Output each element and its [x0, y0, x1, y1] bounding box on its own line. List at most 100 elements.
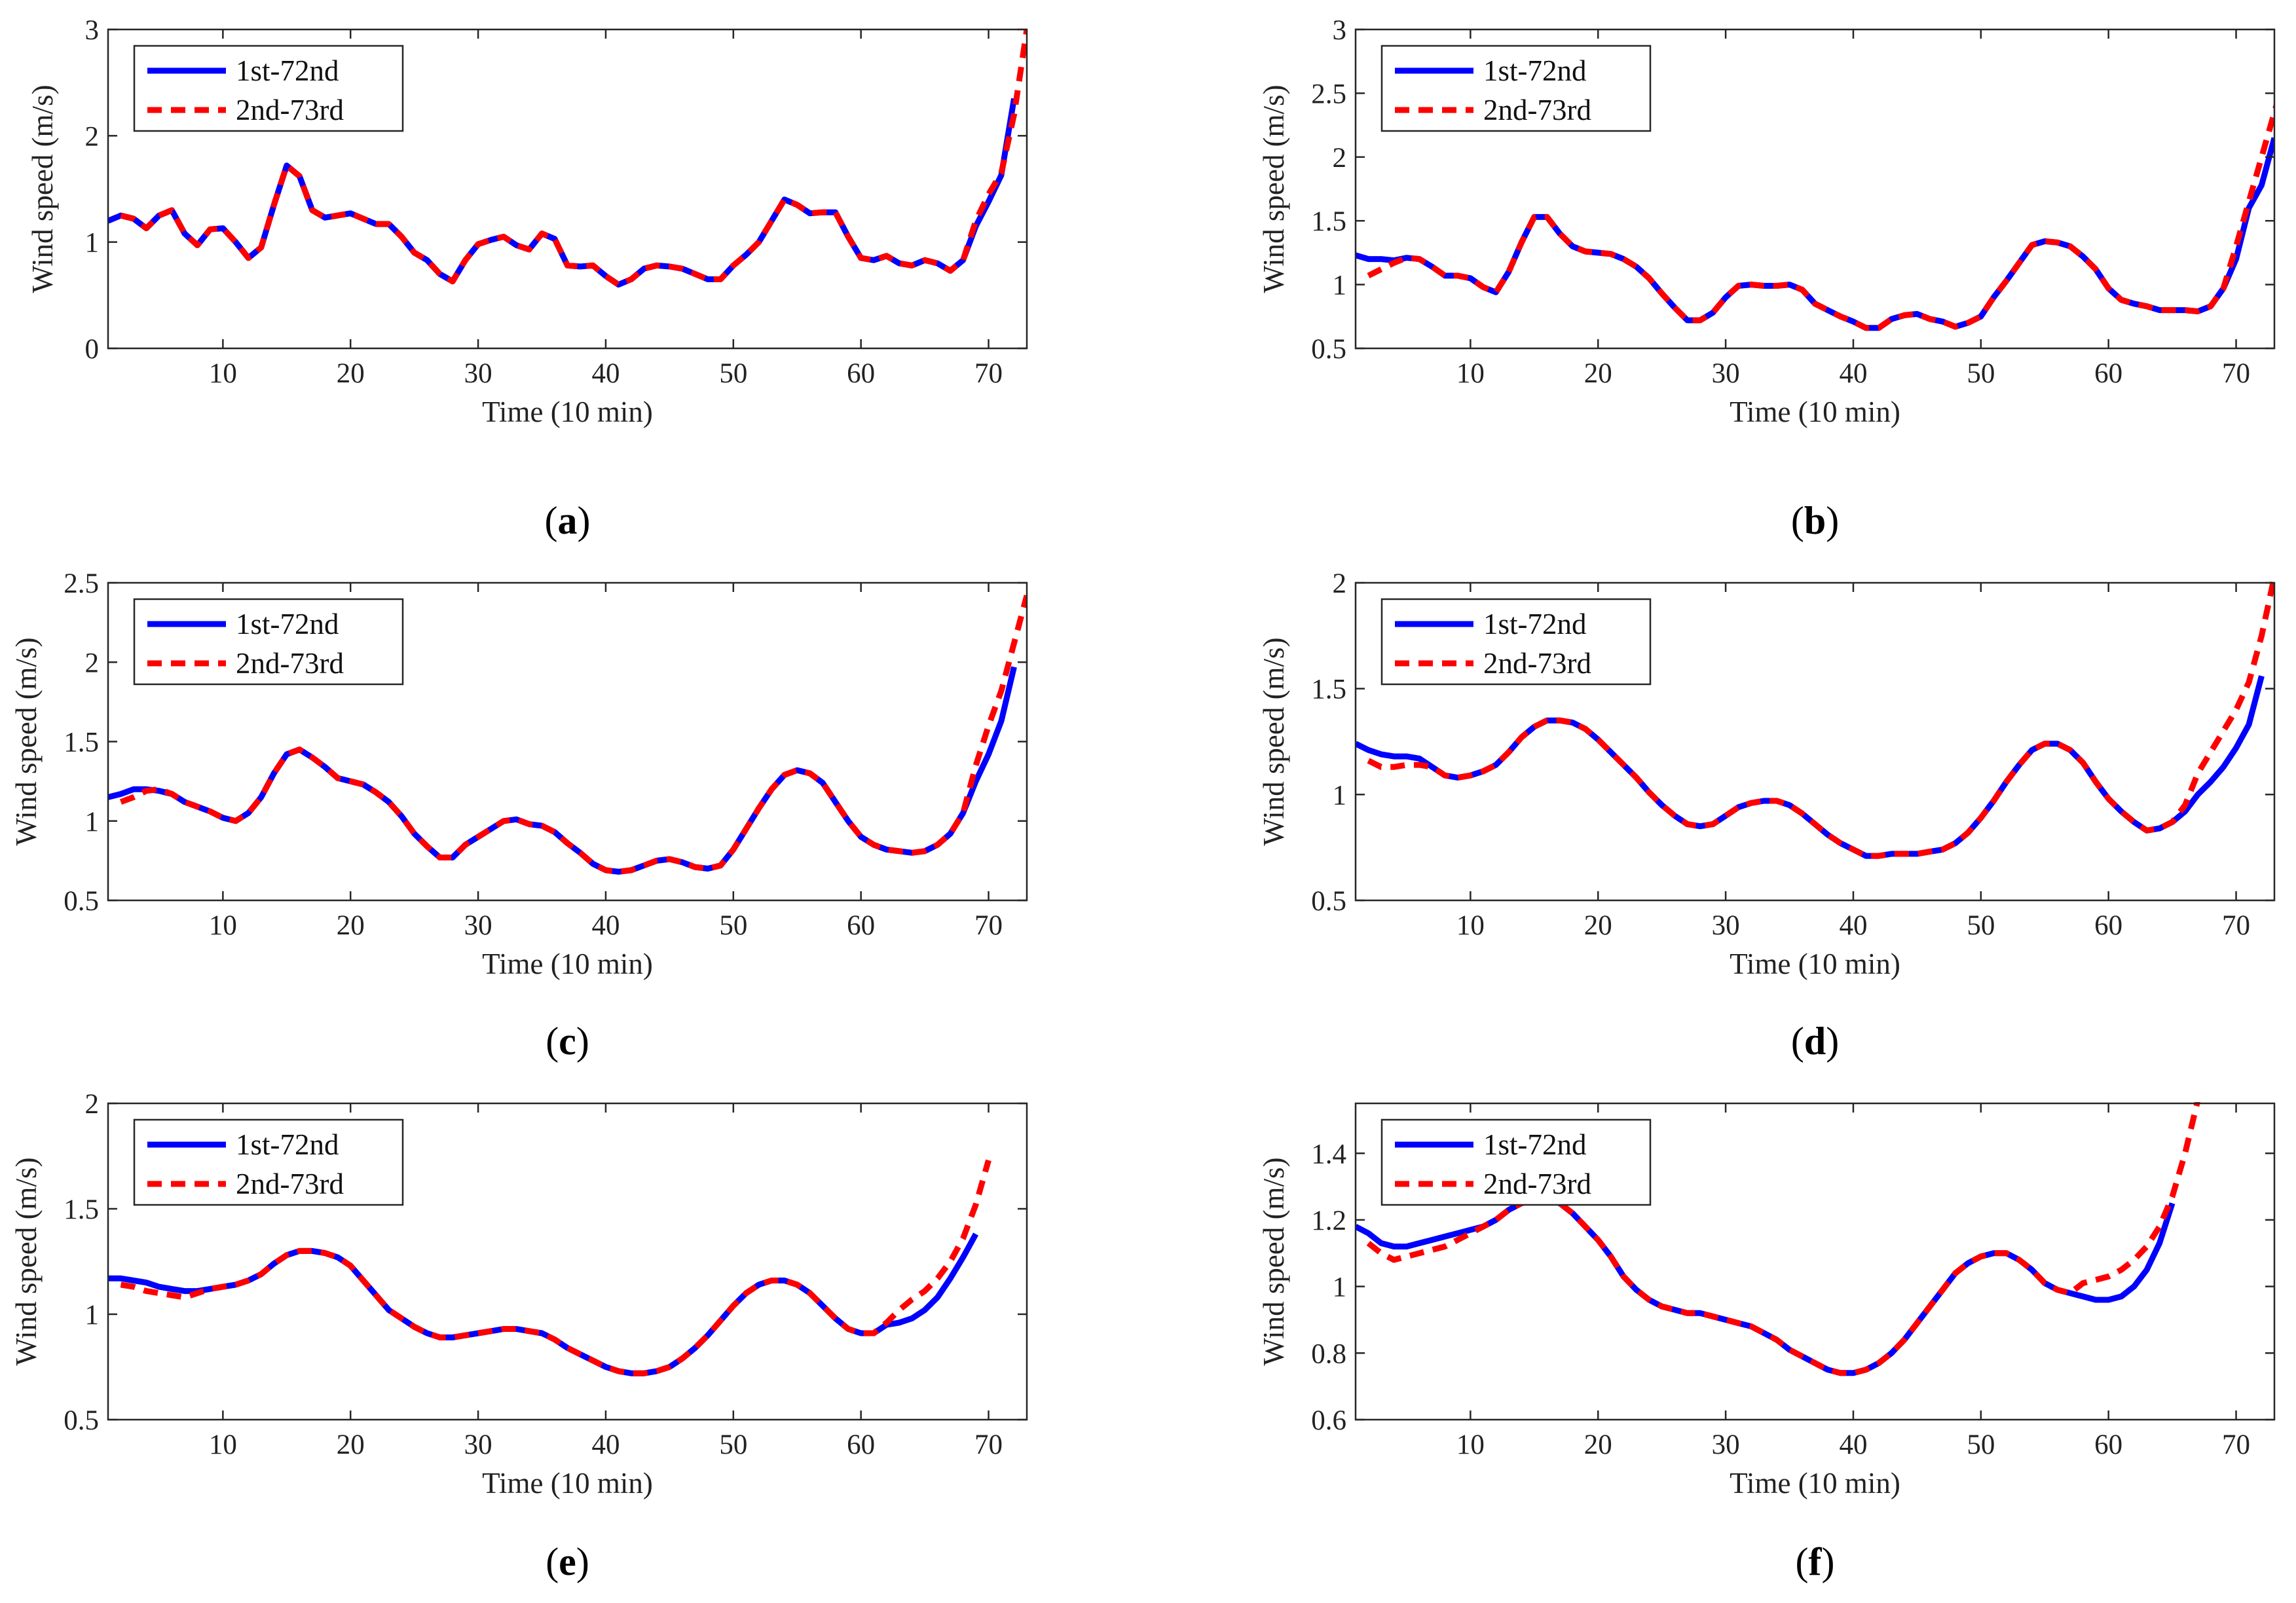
x-tick-label: 20: [1584, 910, 1612, 941]
panel-label-close: ): [1826, 1020, 1839, 1063]
y-tick-label: 2: [1333, 568, 1347, 599]
x-tick-label: 10: [209, 1429, 237, 1460]
panel-label: (a): [545, 499, 591, 542]
legend-label: 2nd-73rd: [1483, 1168, 1591, 1200]
axes-frame: [107, 1102, 1028, 1421]
legend-label: 2nd-73rd: [1483, 94, 1591, 126]
series-group: [1356, 581, 2274, 859]
panel-label-open: (: [545, 499, 558, 542]
x-tick-label: 60: [2094, 910, 2122, 941]
panel-label-open: (: [546, 1020, 559, 1063]
y-tick-label: 1.5: [64, 1194, 99, 1225]
x-tick-label: 30: [1712, 358, 1740, 389]
x-tick-label: 50: [719, 910, 747, 941]
x-tick-label: 10: [1456, 358, 1485, 389]
x-tick-label: 40: [1839, 910, 1867, 941]
x-axis-label: Time (10 min): [482, 396, 653, 428]
x-tick-label: 50: [719, 1429, 747, 1460]
series-group: [108, 29, 1027, 288]
x-axis-label: Time (10 min): [1730, 948, 1900, 980]
legend: 1st-72nd 2nd-73rd: [1380, 598, 1652, 686]
panel-label-letter: d: [1804, 1020, 1826, 1063]
legend-box: [1380, 598, 1652, 686]
y-tick-label: 2.5: [64, 568, 99, 599]
x-tick-label: 20: [337, 910, 365, 941]
series-line-dashed: [120, 29, 1027, 288]
x-tick-label: 40: [1839, 358, 1867, 389]
legend: 1st-72nd 2nd-73rd: [1380, 1118, 1652, 1206]
y-tick-label: 0.8: [1311, 1338, 1346, 1369]
legend-box: [133, 598, 404, 686]
panel-label-letter: b: [1804, 499, 1826, 542]
x-tick-label: 30: [1712, 910, 1740, 941]
panel-label-open: (: [546, 1540, 559, 1583]
panel-label: (c): [546, 1020, 589, 1063]
series-group: [1356, 101, 2274, 331]
x-tick-label: 60: [2094, 1429, 2122, 1460]
y-tick-label: 2: [85, 648, 100, 678]
y-tick-label: 0.5: [1311, 886, 1346, 917]
panel-label-close: ): [578, 499, 591, 542]
legend-label: 1st-72nd: [1483, 54, 1587, 87]
legend-label: 2nd-73rd: [236, 94, 344, 126]
chart-panel-e: 10 20 30 40 50 60 70 0.5 1 1.5 2 Time (10 min) Wind …: [10, 1089, 1028, 1583]
legend-label: 1st-72nd: [236, 608, 339, 640]
axes-frame: [1354, 28, 2276, 350]
chart-panel-b: 10 20 30 40 50 60 70 0.5 1 1.5 2 2.5 3 Time (10 min) W…: [1257, 15, 2276, 542]
x-tick-label: 70: [2222, 1429, 2250, 1460]
legend-box: [133, 1118, 404, 1206]
y-tick-label: 0.5: [64, 1405, 99, 1436]
panel-label-close: ): [576, 1020, 589, 1063]
panel-label-close: ): [1821, 1540, 1834, 1583]
x-tick-label: 60: [847, 358, 875, 389]
x-tick-label: 50: [1967, 1429, 1995, 1460]
x-tick-label: 20: [1584, 1429, 1612, 1460]
panel-label-close: ): [1826, 499, 1839, 542]
x-axis-label: Time (10 min): [1730, 396, 1900, 428]
series-line-dashed: [1367, 581, 2274, 859]
series-group: [108, 595, 1027, 875]
y-axis-label: Wind speed (m/s): [26, 84, 59, 293]
y-tick-label: 0.6: [1311, 1405, 1346, 1436]
panel-label: (e): [546, 1540, 589, 1583]
x-tick-label: 60: [2094, 358, 2122, 389]
x-tick-label: 60: [847, 1429, 875, 1460]
y-axis-label: Wind speed (m/s): [1257, 637, 1290, 845]
x-tick-label: 10: [209, 358, 237, 389]
panel-label-open: (: [1796, 1540, 1809, 1583]
panel-label-letter: c: [559, 1020, 576, 1063]
panel-label-open: (: [1791, 1020, 1804, 1063]
x-tick-label: 70: [2222, 910, 2250, 941]
x-tick-label: 40: [1839, 1429, 1867, 1460]
y-tick-label: 1.5: [1311, 674, 1346, 705]
axes-frame: [1354, 581, 2276, 902]
x-tick-label: 20: [337, 358, 365, 389]
y-tick-label: 0: [85, 334, 100, 365]
y-axis-label: Wind speed (m/s): [1257, 1157, 1290, 1365]
y-tick-label: 1: [1333, 780, 1347, 811]
axes-frame: [1354, 1102, 2276, 1421]
legend-label: 1st-72nd: [1483, 1128, 1587, 1161]
y-tick-label: 0.5: [1311, 334, 1346, 365]
chart-panel-f: 10 20 30 40 50 60 70 0.6 0.8 1 1.2 1.4 Time (10 min)…: [1257, 1102, 2276, 1583]
x-tick-label: 70: [974, 910, 1003, 941]
x-tick-label: 50: [719, 358, 747, 389]
panel-label-letter: f: [1809, 1540, 1823, 1583]
legend-box: [133, 45, 404, 132]
x-tick-label: 70: [974, 1429, 1003, 1460]
legend: 1st-72nd 2nd-73rd: [1380, 45, 1652, 132]
series-group: [108, 1159, 991, 1376]
x-tick-label: 30: [1712, 1429, 1740, 1460]
x-tick-label: 40: [591, 358, 620, 389]
y-tick-label: 2.5: [1311, 79, 1346, 109]
legend-label: 1st-72nd: [236, 1128, 339, 1161]
legend-box: [1380, 1118, 1652, 1206]
y-tick-label: 3: [1333, 15, 1347, 46]
series-line-dashed: [119, 595, 1027, 875]
legend-label: 1st-72nd: [1483, 608, 1587, 640]
x-tick-label: 60: [847, 910, 875, 941]
y-tick-label: 1: [85, 228, 100, 259]
series-line-dashed: [120, 1159, 991, 1376]
